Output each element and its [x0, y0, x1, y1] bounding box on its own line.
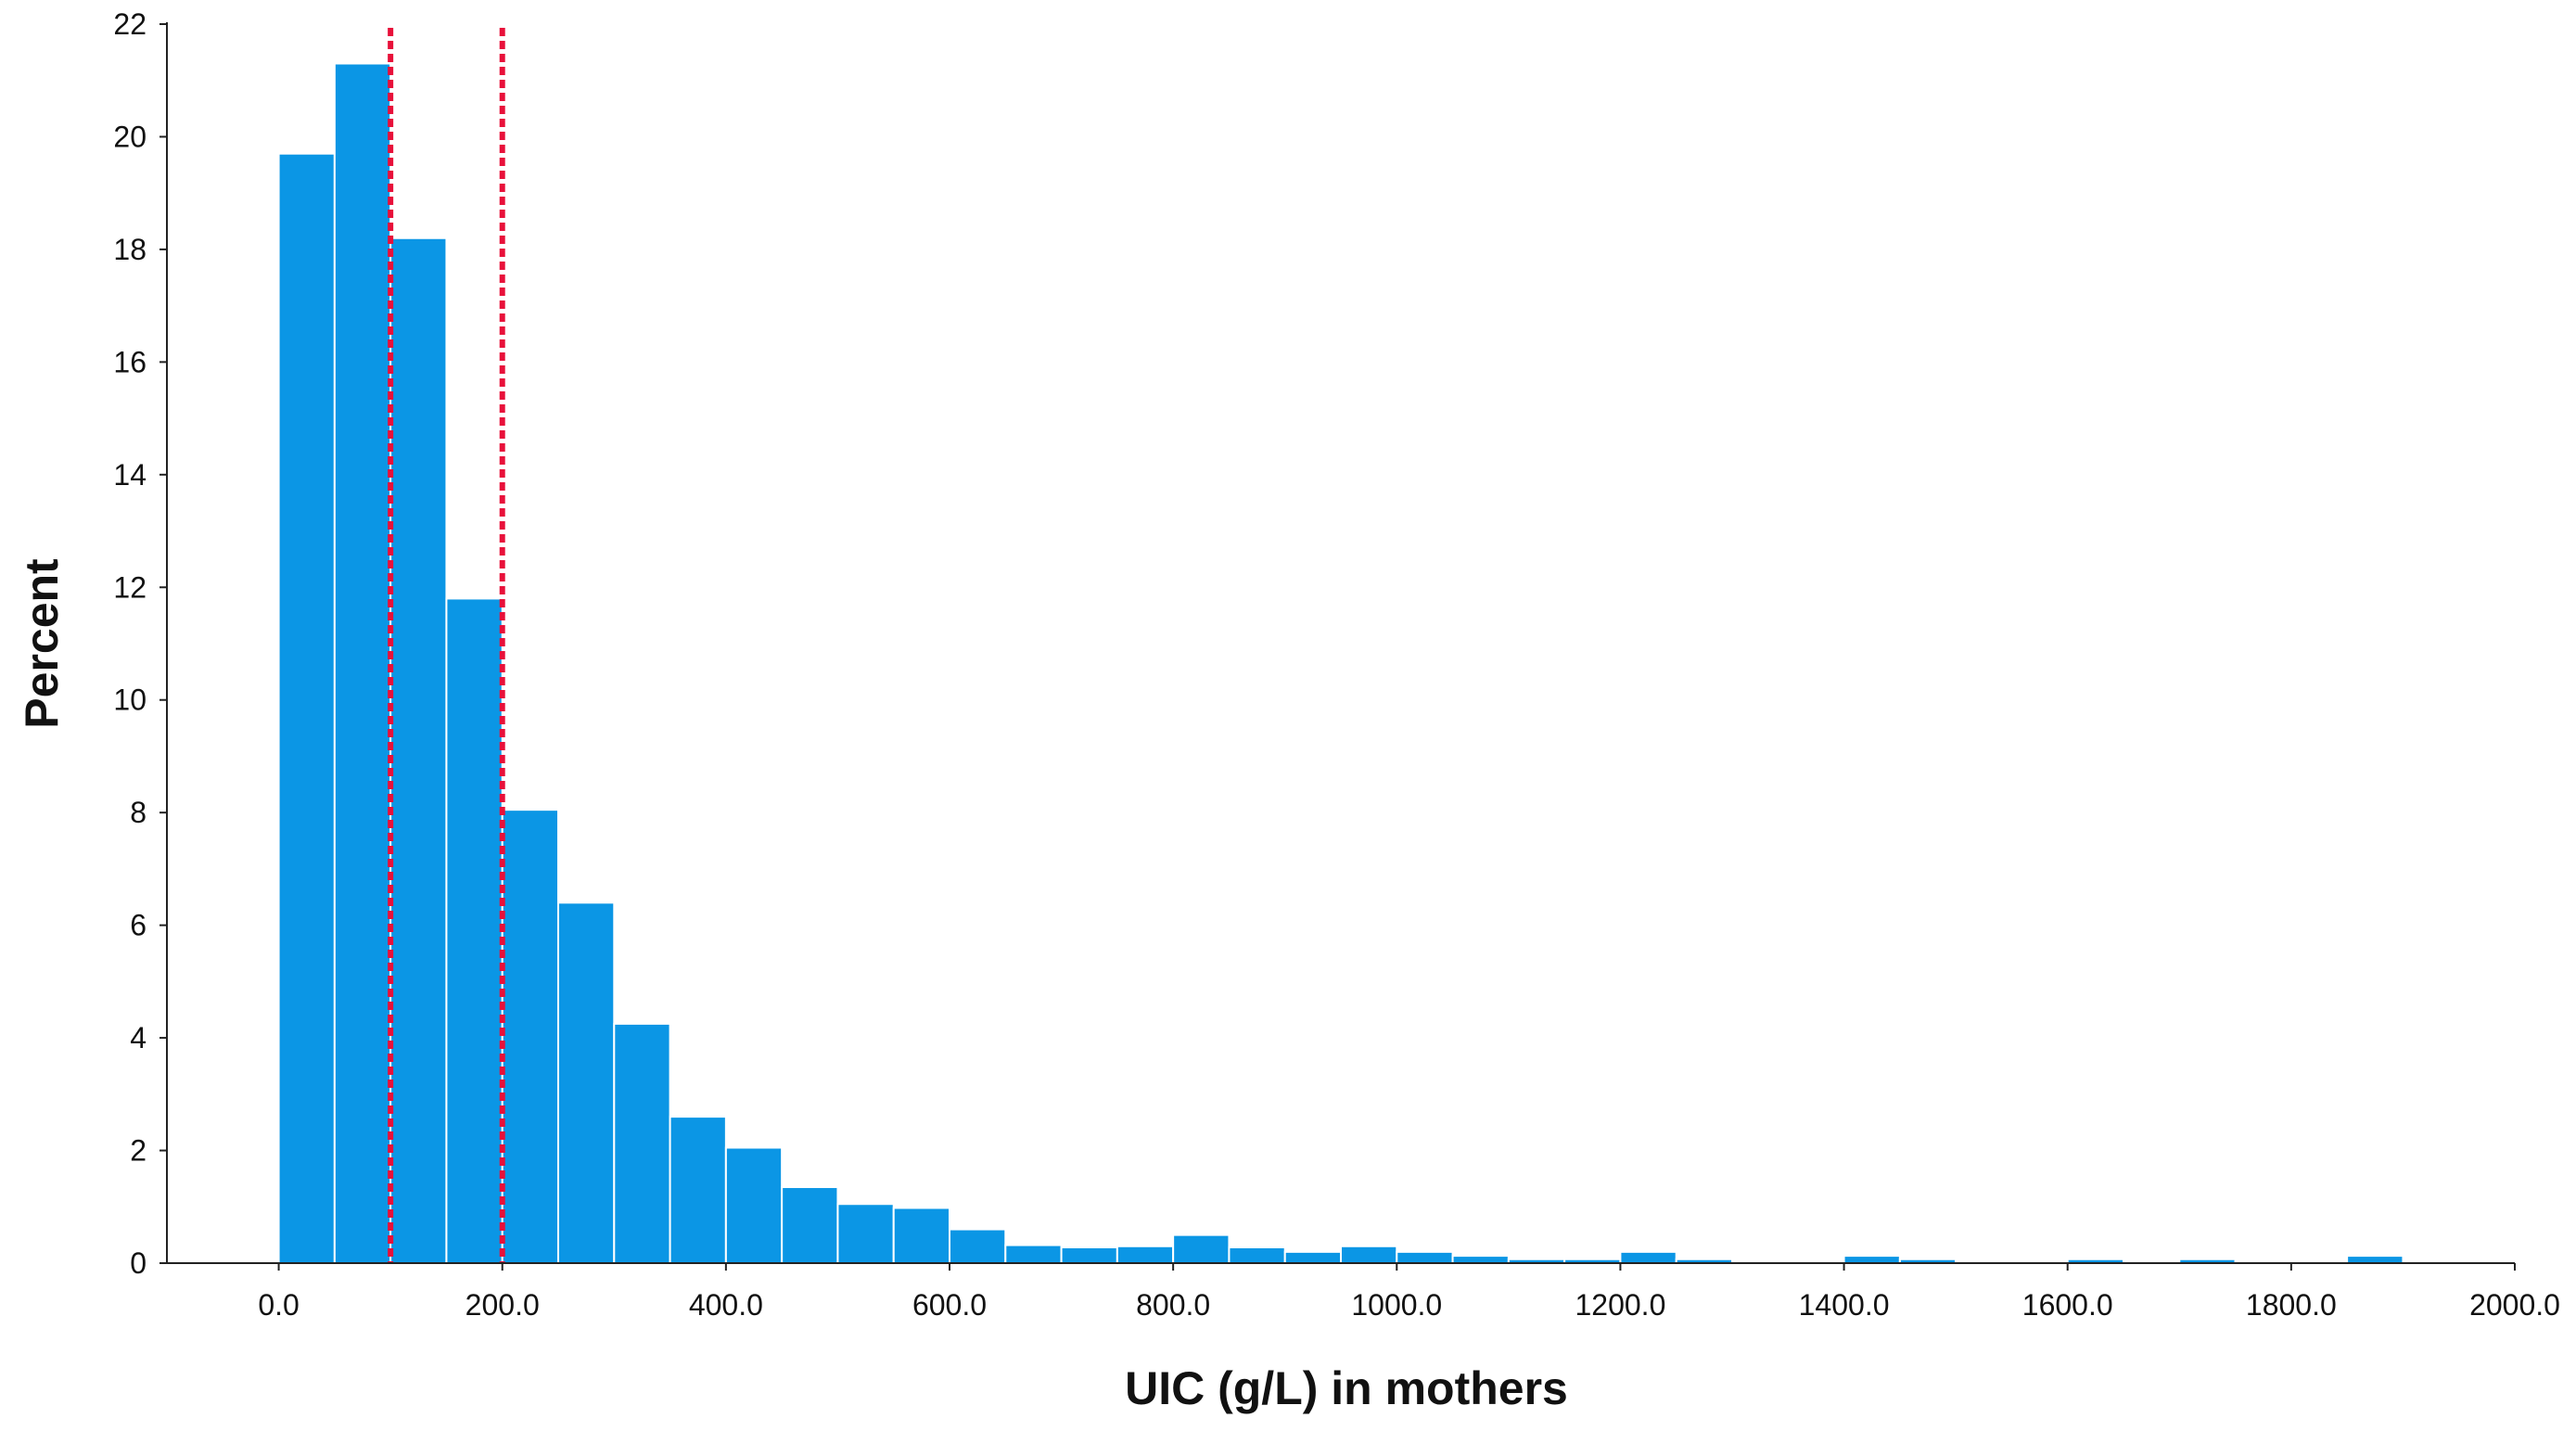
histogram-bar — [781, 1186, 839, 1265]
x-tick-label: 600.0 — [912, 1288, 987, 1322]
y-tick-label: 22 — [113, 7, 147, 41]
x-tick-label: 2000.0 — [2469, 1288, 2560, 1322]
histogram-bar — [669, 1116, 727, 1265]
x-axis-ticks: 0.0 200.0 400.0 600.0 800.0 1000.0 1200.0 1400.… — [258, 1263, 2560, 1322]
histogram-bar — [333, 62, 392, 1265]
y-tick-label: 4 — [130, 1021, 147, 1054]
x-axis-title: UIC (g/L) in mothers — [1125, 1362, 1568, 1414]
histogram-bar — [1843, 1255, 1901, 1265]
histogram-bars — [277, 62, 2404, 1265]
histogram-bar — [1228, 1246, 1286, 1264]
histogram-bar — [1619, 1250, 1677, 1264]
y-tick-label: 14 — [113, 458, 147, 492]
histogram-bar — [1060, 1246, 1118, 1264]
histogram-bar — [445, 597, 504, 1264]
x-tick-label: 0.0 — [258, 1288, 299, 1322]
x-tick-label: 400.0 — [689, 1288, 763, 1322]
x-tick-label: 1600.0 — [2022, 1288, 2113, 1322]
histogram-bar — [724, 1146, 784, 1264]
x-tick-label: 1400.0 — [1799, 1288, 1890, 1322]
histogram-bar — [1116, 1245, 1175, 1265]
x-tick-label: 1800.0 — [2246, 1288, 2337, 1322]
y-tick-label: 20 — [113, 120, 147, 153]
axes — [166, 22, 2515, 1264]
histogram-bar — [613, 1022, 671, 1264]
histogram-bar — [949, 1228, 1007, 1264]
histogram-bar — [389, 236, 448, 1264]
histogram-bar — [1004, 1244, 1063, 1264]
histogram-bar — [557, 901, 616, 1264]
histogram-bar — [1172, 1233, 1231, 1264]
y-tick-label: 16 — [113, 345, 147, 378]
histogram-bar — [2346, 1255, 2404, 1265]
y-tick-label: 6 — [130, 909, 147, 942]
y-tick-label: 0 — [130, 1246, 147, 1280]
y-axis-ticks: 0 2 4 6 8 10 12 14 16 18 20 22 — [113, 7, 167, 1280]
histogram-bar — [1340, 1245, 1398, 1265]
x-tick-label: 200.0 — [465, 1288, 540, 1322]
histogram-bar — [1396, 1250, 1454, 1264]
histogram-bar — [836, 1203, 895, 1264]
histogram-bar — [277, 152, 336, 1264]
histogram-bar — [501, 809, 560, 1264]
y-tick-label: 8 — [130, 796, 147, 829]
y-tick-label: 18 — [113, 233, 147, 266]
histogram-bar — [892, 1207, 951, 1265]
y-tick-label: 12 — [113, 570, 147, 604]
y-tick-label: 10 — [113, 684, 147, 717]
histogram-bar — [1283, 1250, 1342, 1264]
reference-lines — [388, 28, 505, 1263]
y-tick-label: 2 — [130, 1134, 147, 1168]
x-tick-label: 800.0 — [1136, 1288, 1210, 1322]
x-tick-label: 1200.0 — [1575, 1288, 1665, 1322]
x-tick-label: 1000.0 — [1351, 1288, 1442, 1322]
histogram-bar — [1451, 1255, 1510, 1265]
y-axis-title: Percent — [16, 558, 68, 729]
